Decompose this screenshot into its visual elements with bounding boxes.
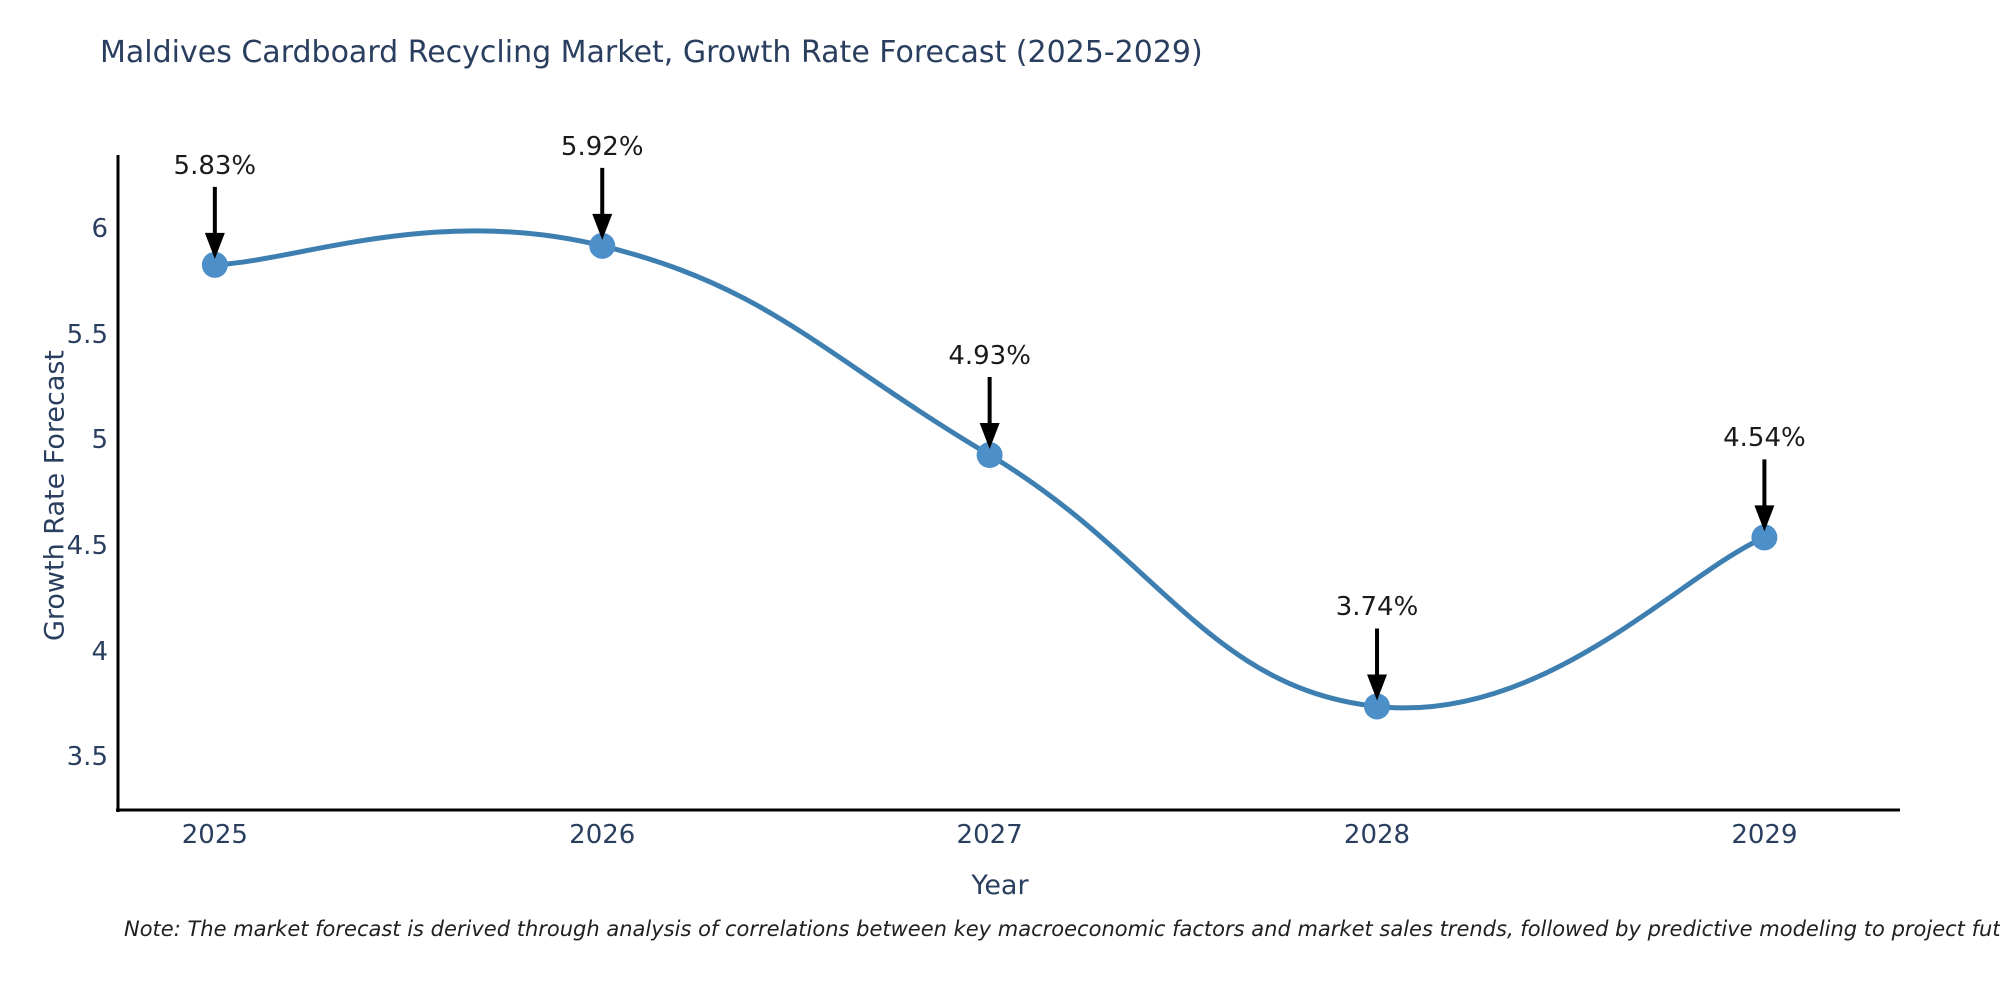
annotation-arrows xyxy=(204,167,1775,701)
data-point-marker[interactable] xyxy=(1364,693,1391,720)
x-axis-title: Year xyxy=(971,870,1029,901)
x-tick-label: 2029 xyxy=(1731,820,1798,850)
data-point-label: 4.93% xyxy=(948,341,1031,372)
x-tick-label: 2026 xyxy=(569,820,636,850)
chart-title: Maldives Cardboard Recycling Market, Gro… xyxy=(100,35,1203,70)
line-series xyxy=(212,228,1767,711)
annotation-arrow-head xyxy=(1754,505,1775,532)
data-point-label: 5.92% xyxy=(560,131,644,162)
data-point-marker[interactable] xyxy=(976,442,1003,469)
y-tick-label: 5 xyxy=(91,425,108,456)
annotation-arrow-head xyxy=(979,423,1000,450)
x-tick-label: 2028 xyxy=(1343,820,1411,850)
data-point-marker[interactable] xyxy=(589,232,616,259)
data-point-markers[interactable] xyxy=(201,232,1778,720)
annotation-arrow-head xyxy=(592,213,613,240)
chart-note: Note: The market forecast is derived thr… xyxy=(124,917,2000,941)
y-tick-label: 4.5 xyxy=(66,530,108,561)
y-tick-label: 6 xyxy=(91,213,108,244)
x-tick-label: 2027 xyxy=(956,820,1023,850)
annotation-arrow-head xyxy=(1367,674,1388,701)
y-tick-label: 4 xyxy=(91,636,108,667)
data-point-marker[interactable] xyxy=(1751,524,1778,551)
data-point-marker[interactable] xyxy=(201,251,228,278)
data-point-label: 3.74% xyxy=(1335,592,1419,623)
y-tick-label: 3.5 xyxy=(66,742,108,773)
annotation-arrow-head xyxy=(204,232,225,259)
data-point-label: 4.54% xyxy=(1723,423,1806,454)
y-tick-label: 5.5 xyxy=(66,319,108,350)
y-axis-tick-labels: 6 5.5 5 4.5 4 3.5 xyxy=(0,0,108,1000)
data-point-label: 5.83% xyxy=(173,150,257,181)
x-tick-label: 2025 xyxy=(181,820,248,850)
